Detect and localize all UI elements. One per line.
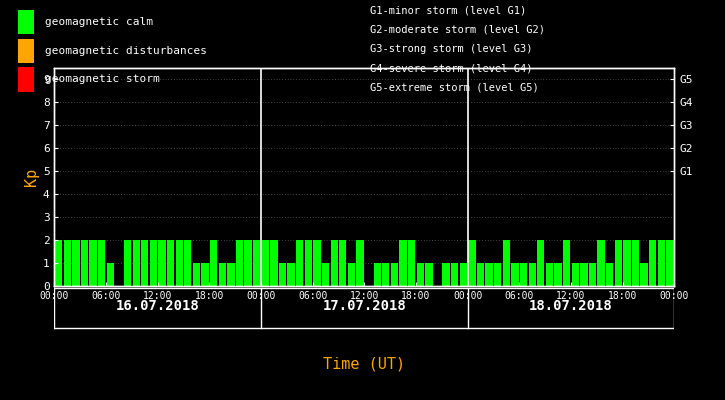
- Bar: [486, 263, 493, 286]
- Bar: [417, 263, 424, 286]
- Bar: [537, 240, 544, 286]
- Bar: [624, 240, 631, 286]
- Bar: [426, 263, 433, 286]
- Y-axis label: Kp: Kp: [24, 168, 38, 186]
- Text: G2-moderate storm (level G2): G2-moderate storm (level G2): [370, 25, 544, 35]
- Bar: [124, 240, 131, 286]
- Bar: [460, 263, 467, 286]
- Bar: [236, 240, 243, 286]
- Bar: [477, 263, 484, 286]
- Bar: [158, 240, 165, 286]
- Bar: [175, 240, 183, 286]
- Bar: [18, 10, 34, 34]
- Bar: [399, 240, 407, 286]
- Bar: [382, 263, 389, 286]
- Bar: [193, 263, 200, 286]
- Bar: [304, 240, 312, 286]
- Bar: [373, 263, 381, 286]
- Bar: [555, 263, 562, 286]
- Bar: [640, 263, 647, 286]
- Bar: [202, 263, 209, 286]
- Bar: [451, 263, 458, 286]
- Bar: [98, 240, 105, 286]
- Bar: [502, 240, 510, 286]
- Bar: [348, 263, 355, 286]
- Text: geomagnetic disturbances: geomagnetic disturbances: [45, 46, 207, 56]
- Bar: [107, 263, 114, 286]
- Bar: [529, 263, 536, 286]
- Bar: [296, 240, 303, 286]
- Bar: [167, 240, 174, 286]
- Bar: [150, 240, 157, 286]
- Bar: [511, 263, 518, 286]
- Text: G4-severe storm (level G4): G4-severe storm (level G4): [370, 64, 532, 74]
- Bar: [339, 240, 347, 286]
- Bar: [546, 263, 553, 286]
- Text: 16.07.2018: 16.07.2018: [116, 299, 199, 313]
- Bar: [520, 263, 527, 286]
- Bar: [219, 263, 226, 286]
- Bar: [18, 67, 34, 92]
- Bar: [64, 240, 71, 286]
- Bar: [606, 263, 613, 286]
- Bar: [357, 240, 364, 286]
- Bar: [442, 263, 450, 286]
- Bar: [494, 263, 502, 286]
- Bar: [313, 240, 320, 286]
- Bar: [210, 240, 217, 286]
- Bar: [184, 240, 191, 286]
- Bar: [141, 240, 149, 286]
- Bar: [72, 240, 80, 286]
- Bar: [632, 240, 639, 286]
- Bar: [666, 240, 674, 286]
- Bar: [133, 240, 140, 286]
- Bar: [331, 240, 338, 286]
- Text: G1-minor storm (level G1): G1-minor storm (level G1): [370, 6, 526, 16]
- Bar: [55, 240, 62, 286]
- Bar: [227, 263, 234, 286]
- Bar: [649, 240, 656, 286]
- Bar: [262, 240, 269, 286]
- Text: G5-extreme storm (level G5): G5-extreme storm (level G5): [370, 83, 539, 93]
- Bar: [615, 240, 622, 286]
- Bar: [658, 240, 665, 286]
- Bar: [18, 39, 34, 63]
- Text: Time (UT): Time (UT): [323, 356, 405, 372]
- Bar: [322, 263, 329, 286]
- Bar: [571, 263, 579, 286]
- Bar: [408, 240, 415, 286]
- Bar: [89, 240, 96, 286]
- Text: geomagnetic calm: geomagnetic calm: [45, 17, 153, 27]
- Text: 18.07.2018: 18.07.2018: [529, 299, 613, 313]
- Bar: [270, 240, 278, 286]
- Text: G3-strong storm (level G3): G3-strong storm (level G3): [370, 44, 532, 54]
- Bar: [279, 263, 286, 286]
- Bar: [563, 240, 571, 286]
- Text: geomagnetic storm: geomagnetic storm: [45, 74, 160, 84]
- Bar: [288, 263, 295, 286]
- Bar: [391, 263, 398, 286]
- Bar: [81, 240, 88, 286]
- Text: 17.07.2018: 17.07.2018: [323, 299, 406, 313]
- Bar: [580, 263, 587, 286]
- Bar: [244, 240, 252, 286]
- Bar: [597, 240, 605, 286]
- Bar: [468, 240, 476, 286]
- Bar: [253, 240, 260, 286]
- Bar: [589, 263, 596, 286]
